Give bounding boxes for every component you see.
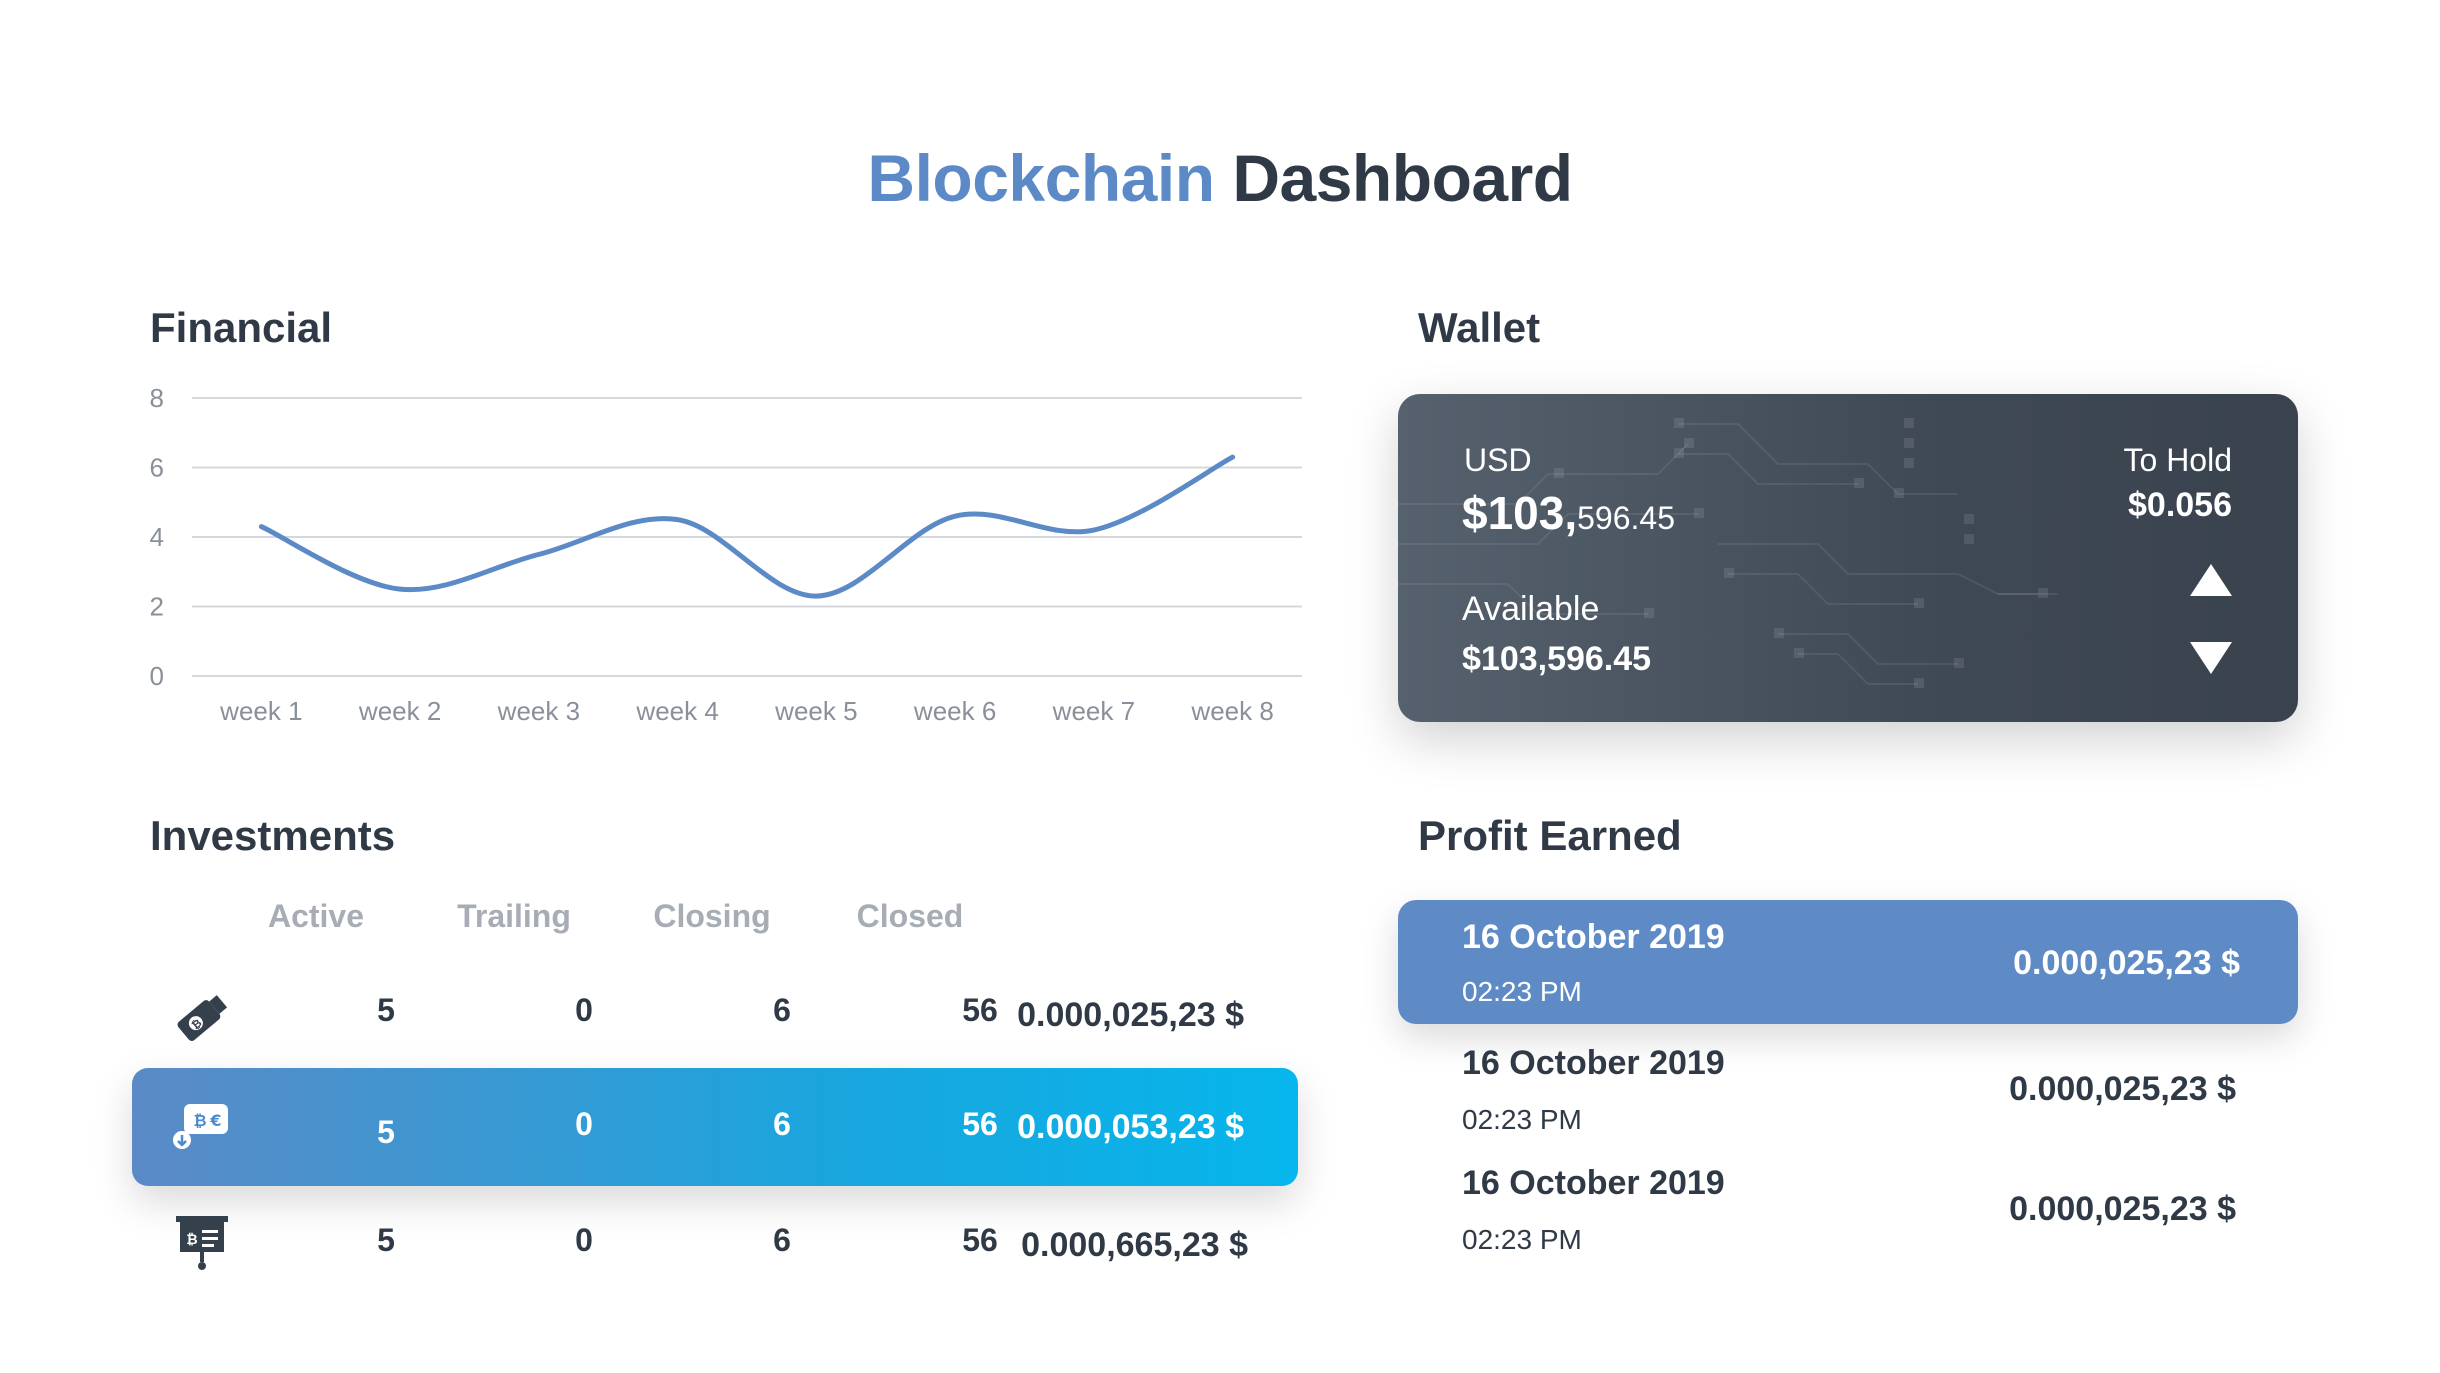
profit-row[interactable]: 16 October 2019 02:23 PM 0.000,025,23 $ [1398, 1148, 2298, 1272]
financial-line-chart: 0 2 4 6 8 week 1 week 2 week 3 week 4 week 5 week … [150, 383, 1302, 726]
column-header-closed: Closed [856, 898, 964, 934]
wallet-balance-cents: 596.45 [1577, 500, 1675, 536]
investments-title: Investments [150, 812, 396, 859]
profit-amount: 0.000,025,23 $ [2013, 944, 2240, 982]
y-tick-label: 8 [150, 383, 164, 413]
cell-total: 0.000,025,23 $ [1017, 996, 1244, 1034]
wallet-card: USD $103,596.45 Available $103,596.45 To… [1398, 394, 2298, 722]
wallet-balance-main: $103, [1462, 487, 1578, 539]
svg-text:₿: ₿ [186, 1232, 197, 1248]
investment-row[interactable]: ₿ 5 0 6 56 0.000,665,23 $ [132, 1188, 1298, 1306]
arrow-down-icon[interactable] [2190, 642, 2232, 674]
title-part-dashboard: Dashboard [1232, 141, 1573, 215]
cell-trailing: 0 [575, 992, 593, 1028]
cell-active: 5 [377, 1222, 395, 1258]
svg-text:₿: ₿ [193, 1111, 206, 1130]
profit-time: 02:23 PM [1462, 1224, 1582, 1255]
cell-closing: 6 [773, 1222, 791, 1258]
cell-trailing: 0 [575, 1106, 593, 1142]
x-tick-label: week 7 [1052, 696, 1135, 726]
profit-earned-title: Profit Earned [1418, 812, 1682, 859]
page-title: Blockchain Dashboard [0, 140, 2440, 216]
usb-coin-icon: ₿ [177, 995, 228, 1041]
investment-row[interactable]: ₿ 5 0 6 56 0.000,025,23 $ [132, 958, 1298, 1076]
cell-closing: 6 [773, 992, 791, 1028]
wallet-hold-value: $0.056 [2128, 486, 2232, 524]
profit-amount: 0.000,025,23 $ [2009, 1190, 2236, 1228]
profit-row[interactable]: 16 October 2019 02:23 PM 0.000,025,23 $ [1398, 1028, 2298, 1152]
x-tick-label: week 8 [1190, 696, 1273, 726]
profit-row-selected[interactable]: 16 October 2019 02:23 PM 0.000,025,23 $ [1398, 900, 2298, 1024]
x-tick-label: week 2 [358, 696, 441, 726]
arrow-up-icon[interactable] [2190, 564, 2232, 596]
wallet-hold-label: To Hold [2123, 442, 2233, 478]
circuit-pattern-decoration [1398, 418, 2058, 688]
cell-closing: 6 [773, 1106, 791, 1142]
financial-title: Financial [150, 304, 333, 351]
svg-text:€: € [209, 1111, 221, 1130]
y-tick-label: 2 [150, 592, 164, 622]
bitcoin-presentation-icon: ₿ [176, 1216, 228, 1270]
profit-date: 16 October 2019 [1462, 1044, 1725, 1082]
cell-closed: 56 [962, 992, 998, 1028]
wallet-title: Wallet [1418, 304, 1541, 351]
column-header-closing: Closing [653, 898, 771, 934]
x-tick-label: week 6 [913, 696, 996, 726]
profit-time: 02:23 PM [1462, 976, 1582, 1007]
wallet-currency-label: USD [1464, 442, 1532, 478]
x-tick-label: week 3 [497, 696, 580, 726]
cell-total: 0.000,665,23 $ [1021, 1226, 1248, 1264]
y-tick-label: 4 [150, 522, 164, 552]
cell-trailing: 0 [575, 1222, 593, 1258]
column-header-active: Active [267, 898, 365, 934]
cell-closed: 56 [962, 1222, 998, 1258]
profit-date: 16 October 2019 [1462, 1164, 1725, 1202]
wallet-balance: $103,596.45 [1462, 486, 1675, 540]
wallet-available-label: Available [1462, 590, 1600, 628]
y-tick-label: 6 [150, 453, 164, 483]
profit-date: 16 October 2019 [1462, 918, 1725, 956]
x-tick-label: week 5 [774, 696, 857, 726]
x-tick-label: week 1 [219, 696, 302, 726]
wallet-available-value: $103,596.45 [1462, 640, 1652, 678]
cell-total: 0.000,053,23 $ [1017, 1108, 1244, 1146]
investment-row-selected[interactable]: ₿ € 5 0 6 56 0.000,053,23 $ [132, 1068, 1298, 1186]
profit-time: 02:23 PM [1462, 1104, 1582, 1135]
cell-active: 5 [377, 1114, 395, 1150]
series-line [258, 454, 1236, 599]
profit-amount: 0.000,025,23 $ [2009, 1070, 2236, 1108]
column-header-trailing: Trailing [457, 898, 571, 934]
cell-closed: 56 [962, 1106, 998, 1142]
x-tick-label: week 4 [635, 696, 718, 726]
cell-active: 5 [377, 992, 395, 1028]
title-part-blockchain: Blockchain [867, 141, 1215, 215]
y-tick-label: 0 [150, 661, 164, 691]
bitcoin-transfer-icon: ₿ € [173, 1104, 228, 1149]
